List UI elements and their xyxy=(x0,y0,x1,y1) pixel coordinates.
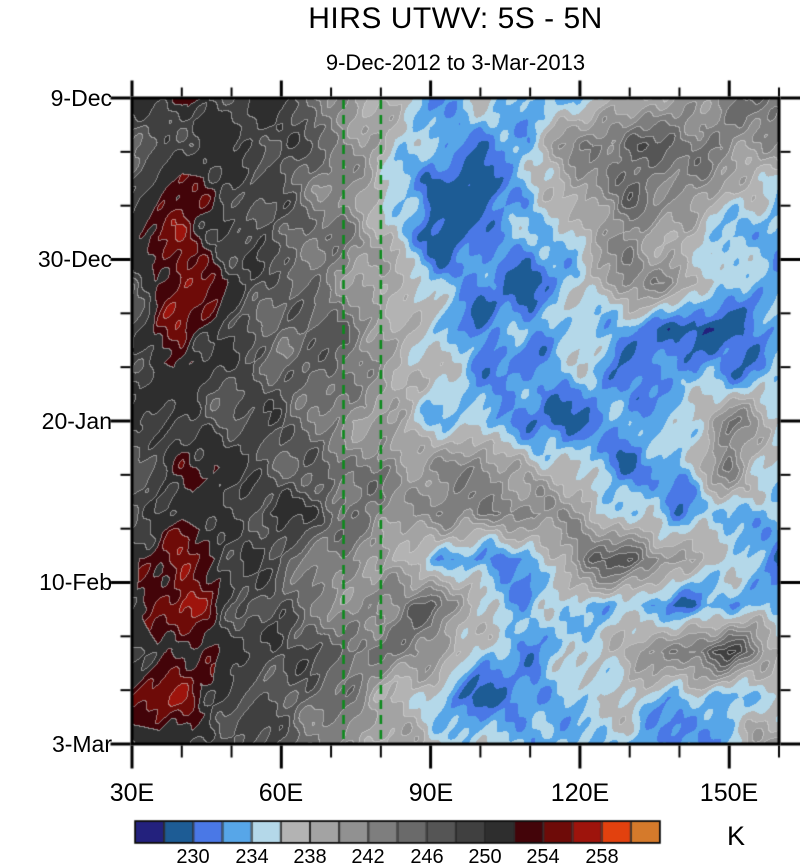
colorbar-tick-234: 234 xyxy=(235,846,269,863)
colorbar-tick-254: 254 xyxy=(526,846,560,863)
x-tick-label-90e: 90E xyxy=(408,779,454,807)
y-tick-label-3mar: 3-Mar xyxy=(51,731,112,757)
x-tick-label-60e: 60E xyxy=(258,779,304,807)
y-tick-label-20jan: 20-Jan xyxy=(41,408,112,434)
y-tick-label-9dec: 9-Dec xyxy=(50,85,112,111)
x-tick-label-120e: 120E xyxy=(550,779,610,807)
colorbar-tick-250: 250 xyxy=(468,846,502,863)
figure-subtitle: 9-Dec-2012 to 3-Mar-2013 xyxy=(325,50,586,75)
colorbar-tick-238: 238 xyxy=(293,846,327,863)
colorbar-tick-246: 246 xyxy=(410,846,444,863)
x-tick-label-150e: 150E xyxy=(699,779,759,807)
colorbar-tick-258: 258 xyxy=(585,846,619,863)
figure-title: HIRS UTWV: 5S - 5N xyxy=(308,2,603,35)
colorbar-unit-label: K xyxy=(726,821,745,851)
colorbar-tick-242: 242 xyxy=(351,846,385,863)
x-tick-label-30e: 30E xyxy=(109,779,155,807)
y-tick-label-30dec: 30-Dec xyxy=(37,246,112,272)
y-tick-label-10feb: 10-Feb xyxy=(39,569,112,595)
colorbar-tick-230: 230 xyxy=(176,846,210,863)
